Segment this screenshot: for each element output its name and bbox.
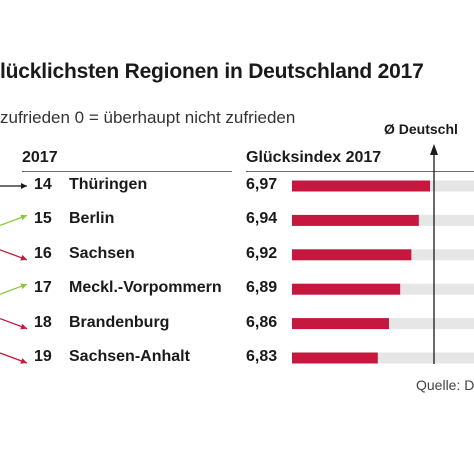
header-divider-right xyxy=(246,171,474,172)
bar xyxy=(292,249,412,261)
bar xyxy=(292,180,430,192)
region-label: Sachsen xyxy=(69,244,135,262)
rank-label: 17 xyxy=(34,279,52,297)
rank-label: 18 xyxy=(34,313,52,331)
trend-arrow-icon xyxy=(0,183,27,189)
value-label: 6,89 xyxy=(246,279,278,297)
bar xyxy=(292,352,378,364)
value-label: 6,94 xyxy=(246,210,278,228)
header-divider-left xyxy=(22,171,232,172)
rank-column-header: 2017 xyxy=(22,149,58,166)
chart-subtitle: zufrieden 0 = überhaupt nicht zufrieden xyxy=(0,108,296,127)
region-label: Meckl.-Vorpommern xyxy=(69,279,222,297)
bar-track xyxy=(292,352,474,364)
region-label: Thüringen xyxy=(69,176,148,193)
value-label: 6,97 xyxy=(246,176,278,193)
value-label: 6,92 xyxy=(246,244,278,262)
reference-arrowhead xyxy=(430,144,438,155)
value-label: 6,86 xyxy=(246,313,278,331)
value-label: 6,83 xyxy=(246,348,278,365)
trend-arrow-icon xyxy=(0,352,28,364)
source-note: Quelle: D xyxy=(416,377,474,393)
chart-title: lücklichsten Regionen in Deutschland 201… xyxy=(0,60,424,83)
rank-label: 15 xyxy=(34,210,52,228)
rank-label: 14 xyxy=(34,176,52,193)
rank-label: 16 xyxy=(34,244,52,262)
trend-arrow-icon xyxy=(0,317,28,330)
rank-label: 19 xyxy=(34,348,52,365)
bar xyxy=(292,283,401,295)
region-label: Brandenburg xyxy=(69,313,170,331)
index-column-header: Glücksindex 2017 xyxy=(246,149,382,166)
bar xyxy=(292,214,419,226)
trend-arrow-icon xyxy=(0,249,28,261)
trend-arrow-icon xyxy=(0,283,28,295)
reference-label: Ø Deutschl xyxy=(384,121,458,137)
region-label: Sachsen-Anhalt xyxy=(69,348,190,365)
region-label: Berlin xyxy=(69,210,115,228)
trend-arrow-icon xyxy=(0,214,28,227)
bar xyxy=(292,318,389,330)
